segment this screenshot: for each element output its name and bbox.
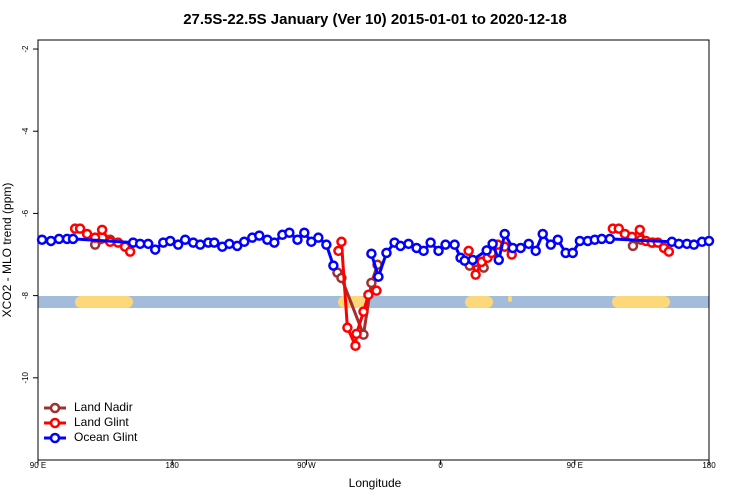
mask-band (38, 296, 709, 308)
data-point (336, 236, 347, 248)
data-point (523, 238, 534, 250)
data-point (208, 237, 220, 248)
legend-marker (49, 417, 61, 429)
data-point (703, 235, 715, 247)
plot-frame (37, 39, 710, 461)
x-tick-label: 90 W (297, 461, 316, 470)
data-point (381, 247, 392, 259)
data-point (351, 328, 362, 340)
legend-label: Land Glint (74, 415, 129, 429)
data-point (81, 228, 93, 240)
data-point (53, 233, 65, 245)
data-point (179, 234, 191, 245)
data-point (688, 239, 700, 250)
land-mask (38, 296, 709, 308)
land-patch (508, 296, 512, 302)
data-point (45, 235, 57, 247)
data-point (254, 230, 265, 241)
data-point (433, 245, 444, 257)
data-point (172, 239, 184, 250)
land-patch (75, 296, 133, 308)
x-tick-label: 90 E (567, 461, 583, 470)
data-point (567, 247, 578, 259)
data-point (481, 245, 492, 256)
data-point (395, 240, 406, 252)
legend-marker (49, 432, 61, 444)
data-point (36, 234, 48, 245)
data-point (366, 277, 377, 289)
data-point (552, 234, 564, 245)
chart-title: 27.5S-22.5S January (Ver 10) 2015-01-01 … (183, 11, 567, 28)
x-tick-label: 0 (438, 461, 443, 470)
data-point (493, 254, 505, 266)
data-point (299, 227, 310, 238)
data-point (333, 245, 344, 257)
data-point (673, 238, 685, 250)
data-point (350, 340, 361, 352)
y-tick-label: -4 (21, 127, 30, 135)
data-point (467, 254, 478, 266)
data-point (537, 228, 548, 240)
legend-label: Ocean Glint (74, 430, 138, 444)
y-tick-label: -8 (21, 292, 30, 300)
data-point (470, 269, 481, 280)
data-point (596, 233, 608, 245)
data-point (328, 260, 339, 271)
data-point (440, 239, 451, 250)
data-point (74, 223, 86, 234)
data-point (124, 246, 136, 257)
data-point (499, 228, 510, 240)
data-point (238, 236, 250, 248)
data-point (96, 224, 108, 236)
legend-marker (49, 402, 61, 414)
data-point (342, 322, 353, 333)
y-tick-label: -2 (21, 45, 30, 53)
data-point (425, 237, 436, 248)
data-point (403, 238, 414, 250)
data-point (149, 244, 161, 255)
data-point (134, 238, 146, 250)
data-point (463, 245, 474, 257)
series (36, 227, 715, 282)
y-axis-label: XCO2 - MLO trend (ppm) (0, 183, 14, 318)
data-point (459, 255, 470, 266)
data-point (487, 238, 498, 250)
data-point (194, 239, 206, 250)
y-tick-label: -6 (21, 209, 30, 217)
data-point (418, 245, 429, 257)
x-tick-label: 90 E (30, 461, 46, 470)
data-point (545, 239, 557, 250)
data-point (321, 239, 332, 250)
x-tick-label: 180 (166, 461, 180, 470)
x-tick-label: 180 (702, 461, 716, 470)
legend-label: Land Nadir (74, 400, 133, 414)
data-point (165, 235, 176, 247)
data-point (269, 237, 280, 248)
data-point (627, 240, 639, 252)
data-point (363, 289, 374, 301)
land-patch (465, 296, 493, 308)
data-point (292, 234, 303, 245)
data-point (449, 239, 460, 250)
y-tick-label: -10 (21, 371, 30, 383)
x-axis-label: Longitude (349, 476, 402, 490)
data-point (284, 227, 295, 238)
data-point (634, 224, 646, 236)
data-point (373, 271, 384, 282)
data-point (358, 306, 369, 317)
land-patch (612, 296, 670, 308)
data-point (67, 233, 79, 245)
data-point (530, 245, 541, 257)
data-point (371, 285, 382, 296)
data-point (515, 242, 526, 254)
data-point (613, 223, 625, 234)
data-point (604, 233, 616, 245)
data-point (663, 246, 675, 257)
data-point (313, 232, 324, 243)
data-point (142, 238, 154, 250)
data-point (366, 248, 377, 259)
